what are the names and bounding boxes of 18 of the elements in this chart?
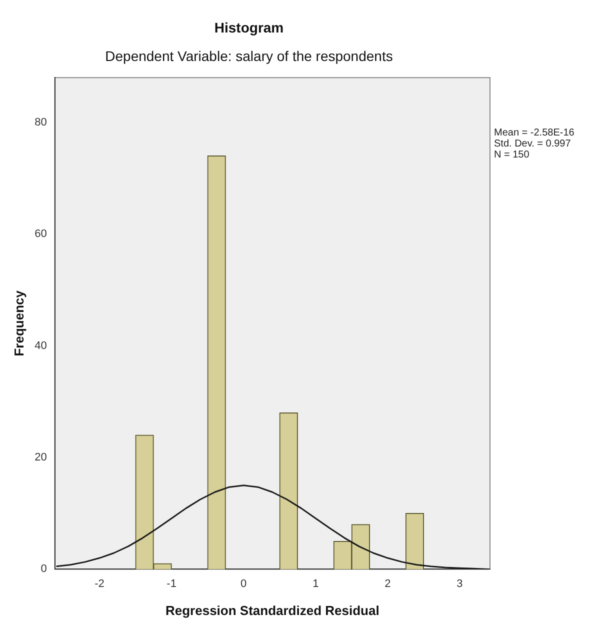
x-tick-label: 0 (240, 578, 247, 590)
y-tick-label: 0 (40, 563, 47, 576)
x-tick-label: -2 (94, 578, 104, 590)
y-tick-label: 40 (34, 340, 47, 352)
text: Std. Dev. = 0.997 (494, 138, 572, 150)
chart-title: Histogram (214, 19, 284, 36)
x-tick-label: 1 (312, 578, 319, 590)
x-tick-label: -1 (166, 578, 176, 590)
x-tick-label: 2 (384, 578, 391, 590)
y-tick-label: 60 (34, 228, 47, 240)
x-axis-title: Regression Standardized Residual (165, 602, 380, 618)
chart-subtitle: Dependent Variable: salary of the respondents (105, 48, 393, 64)
x-tick-label: 3 (456, 578, 463, 590)
y-tick-label: 80 (34, 116, 47, 128)
text: N = 150 (494, 149, 530, 160)
y-tick-label: 20 (34, 452, 47, 464)
y-axis-title: Frequency (11, 290, 26, 356)
text: Mean = -2.58E-16 (494, 127, 575, 138)
